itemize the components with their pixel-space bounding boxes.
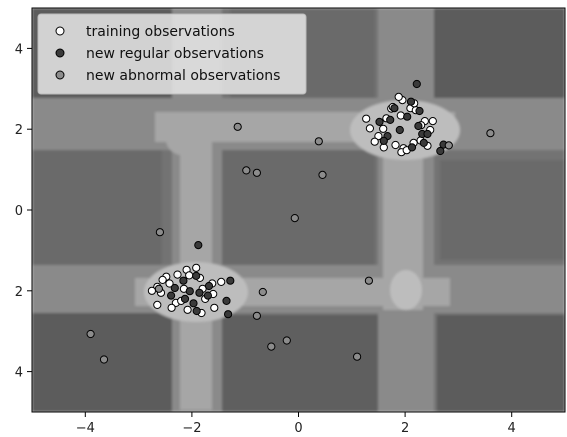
point-training <box>374 132 383 141</box>
point-regular <box>204 281 214 291</box>
point-regular <box>386 115 395 125</box>
point-abnormal <box>282 336 291 345</box>
point-regular <box>194 241 203 250</box>
point-regular <box>379 136 388 145</box>
point-regular <box>406 97 416 106</box>
point-regular <box>375 117 384 127</box>
point-abnormal <box>86 329 95 339</box>
point-training <box>391 140 400 150</box>
point-regular <box>423 129 432 139</box>
point-training <box>370 137 379 146</box>
point-training <box>167 303 176 312</box>
point-abnormal <box>258 287 267 297</box>
point-abnormal <box>353 352 362 361</box>
point-abnormal <box>364 276 373 285</box>
legend: training observations new regular observ… <box>37 13 307 95</box>
y-tick-label: 2 <box>15 123 23 138</box>
point-training <box>379 124 388 133</box>
y-tick-label: 2 <box>15 285 23 300</box>
point-regular <box>185 287 194 296</box>
point-abnormal <box>444 141 453 150</box>
point-abnormal <box>267 342 276 351</box>
point-abnormal <box>233 122 242 131</box>
contour-blob-right-lobe <box>390 270 422 310</box>
point-training <box>394 92 403 102</box>
x-tick-label: 4 <box>508 421 516 436</box>
point-training <box>153 300 162 309</box>
point-training <box>217 277 226 286</box>
point-regular <box>390 104 399 113</box>
y-tick-label: 4 <box>15 42 23 57</box>
point-regular <box>195 288 204 297</box>
point-regular <box>415 106 424 116</box>
x-tick-label: 0 <box>294 421 302 436</box>
contour-region-top-right <box>432 8 565 98</box>
point-training <box>173 270 182 279</box>
contour-blob-left-lobe <box>166 124 206 156</box>
point-regular <box>403 112 412 121</box>
legend-label-training: training observations <box>86 24 235 40</box>
contour-region-bottom-middle <box>215 315 380 412</box>
point-training <box>428 117 437 126</box>
legend-marker-training <box>55 26 65 36</box>
legend-label-abnormal: new abnormal observations <box>86 68 280 84</box>
scatter-points <box>86 79 495 364</box>
legend-marker-abnormal <box>55 70 65 80</box>
point-regular <box>226 276 235 285</box>
point-abnormal <box>252 168 261 177</box>
point-regular <box>203 291 212 300</box>
point-abnormal <box>242 166 251 175</box>
point-training <box>185 271 194 280</box>
point-regular <box>414 121 423 131</box>
point-training <box>183 305 192 314</box>
x-tick-label: 2 <box>401 421 409 436</box>
point-training <box>362 114 371 123</box>
point-abnormal <box>314 137 323 146</box>
point-regular <box>222 296 231 305</box>
legend-label-regular: new regular observations <box>86 46 264 62</box>
point-regular <box>180 294 190 303</box>
point-regular <box>412 79 421 89</box>
point-training <box>158 275 167 284</box>
point-regular <box>189 299 198 308</box>
contour-region-right <box>440 160 565 260</box>
contour-region-center <box>215 150 375 265</box>
point-abnormal <box>154 284 163 293</box>
point-regular <box>395 125 404 135</box>
legend-box <box>37 13 307 95</box>
y-tick-label: 4 <box>15 366 23 381</box>
point-abnormal <box>155 228 164 237</box>
point-regular <box>419 138 428 147</box>
point-abnormal <box>252 311 261 320</box>
x-tick-label: −2 <box>182 421 201 436</box>
point-abnormal <box>318 170 327 179</box>
point-regular <box>192 271 201 280</box>
legend-marker-regular <box>55 48 65 58</box>
y-tick-label: 0 <box>15 204 23 219</box>
point-abnormal <box>290 214 299 223</box>
contour-blob-upper-cluster <box>350 100 460 160</box>
contour-region-bottom-right <box>437 315 565 412</box>
point-training <box>147 286 156 295</box>
point-training <box>165 279 174 288</box>
point-abnormal <box>99 355 109 364</box>
point-regular <box>436 146 445 156</box>
point-regular <box>407 143 417 152</box>
contour-region-left <box>32 150 162 265</box>
point-regular <box>224 310 233 319</box>
x-axis-ticks: −4 −2 0 2 4 <box>76 412 516 436</box>
point-regular <box>179 276 188 285</box>
x-tick-label: −4 <box>76 421 95 436</box>
point-regular <box>170 283 179 293</box>
point-regular <box>192 306 201 316</box>
point-training <box>210 303 219 312</box>
y-axis-ticks: 4 2 0 2 4 <box>15 42 32 381</box>
point-abnormal <box>486 129 495 138</box>
point-training <box>192 263 201 272</box>
point-training <box>365 124 374 133</box>
point-regular <box>167 291 176 300</box>
